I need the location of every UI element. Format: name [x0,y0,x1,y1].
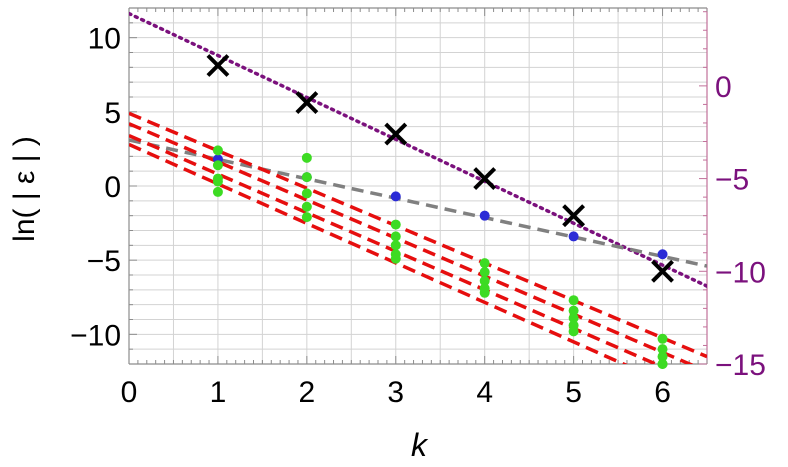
green-data-point [657,333,668,344]
blue-data-point [390,191,401,202]
green-data-point [657,344,668,355]
y-tick-label-left: 5 [104,97,121,130]
green-data-point [657,351,668,362]
y-tick-label-left: −5 [87,245,121,278]
gray-dashed-fit-line [129,138,707,268]
green-data-point [301,172,312,183]
y-tick-label-right: 0 [715,71,732,104]
green-data-point [479,267,490,278]
green-data-point [301,188,312,199]
y-tick-label-right: −5 [715,164,749,197]
cross-data-point [295,91,319,114]
y-axis-label: ln( | ε | ) [8,136,41,242]
green-data-point [212,186,223,197]
x-tick-label: 0 [121,376,138,409]
cross-stroke [562,204,586,228]
y-tick-label-right: −15 [715,349,766,382]
green-data-point [301,212,312,223]
cross-data-point [384,122,408,146]
blue-data-point [657,249,668,260]
green-data-point [212,160,223,171]
red-dashed-fit-line [129,111,707,359]
cross-data-point [562,204,586,228]
cross-data-point [473,167,497,190]
grid [129,8,707,364]
green-data-point [568,313,579,324]
blue-data-point [568,231,579,242]
green-data-point [212,176,223,187]
green-data-point [479,275,490,286]
green-data-point [390,240,401,251]
green-data-point [479,287,490,298]
x-axis-label: k [411,427,429,463]
cross-data-point [206,54,230,77]
x-tick-label: 2 [299,376,316,409]
green-data-point [657,359,668,369]
x-tick-label: 5 [565,376,582,409]
red-dashed-fit-line [129,133,661,364]
x-tick-label: 4 [476,376,493,409]
cross-stroke [651,259,674,283]
y-tick-label-left: 10 [88,23,121,56]
y-tick-label-left: 0 [104,171,121,204]
x-tick-label: 6 [654,376,671,409]
data-points [206,54,674,369]
x-tick-label: 3 [387,376,404,409]
y-tick-label-left: −10 [70,319,121,352]
x-tick-label: 1 [210,376,227,409]
blue-data-point [479,210,490,221]
green-data-point [568,326,579,337]
green-data-point [301,152,312,163]
green-data-point [390,219,401,230]
fit-lines [129,11,707,364]
green-data-point [568,305,579,316]
ticks [128,7,708,365]
cross-stroke [473,167,497,190]
cross-stroke [206,54,230,77]
green-data-point [212,145,223,156]
cross-stroke [295,91,319,114]
green-data-point [479,258,490,269]
green-data-point [568,295,579,306]
green-data-point [301,201,312,212]
green-data-point [390,253,401,264]
green-data-point [390,231,401,242]
cross-stroke [384,122,408,146]
red-dashed-fit-line [129,142,628,364]
y-tick-label-right: −10 [715,256,766,289]
cross-data-point [651,259,674,283]
red-dashed-fit-line [129,122,695,364]
